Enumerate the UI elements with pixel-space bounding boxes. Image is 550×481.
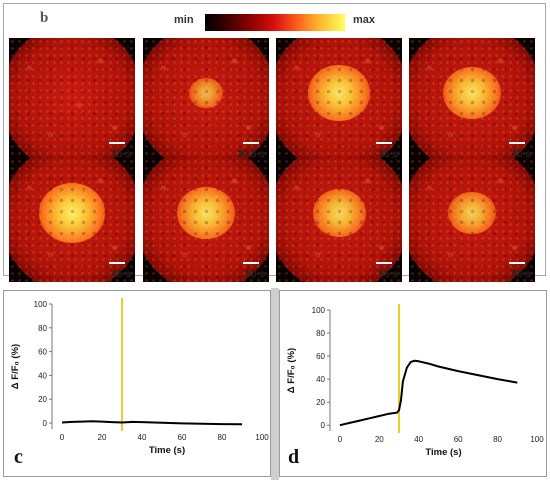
cell-texture [9,38,135,162]
y-tick-label: 60 [38,348,47,357]
x-tick-label: 0 [338,435,343,444]
x-axis-label: Time (s) [425,447,461,458]
frame-time-label: 90 s [511,269,531,280]
calcium-hotspot [189,77,223,109]
chart-panel-c: 0 20 40 60 80 100 0 20 40 60 80 100 Time (s) Δ F/F₀ (… [3,290,271,477]
frame-tile [143,158,269,282]
frame-time-label: 50 s [245,269,265,280]
y-tick-label: 40 [38,371,47,380]
x-tick-label: 20 [375,435,384,444]
image-panel-b: b min max 15 s 30.5 s 35 s 40 s 45 s 50 s 55 s… [3,3,546,282]
y-tick-label: 80 [38,324,47,333]
frame-time-label: 55 s [378,269,398,280]
cell-texture [143,38,269,162]
y-tick-label: 0 [43,419,48,428]
y-axis-label: Δ F/F₀ (%) [10,344,21,389]
x-axis-label: Time (s) [149,445,185,456]
series-line [61,420,243,426]
x-tick-label: 60 [178,433,187,442]
panel-letter-c: c [14,446,23,468]
scale-bar [243,262,259,264]
x-tick-label: 80 [218,433,227,442]
y-tick-label: 40 [316,375,325,384]
frame-time-label: 15 s [111,149,131,160]
calcium-hotspot [38,182,106,244]
calcium-hotspot [308,65,370,121]
panel-letter-b: b [40,10,49,26]
frame-tile [409,38,535,162]
panel-letter-d: d [288,446,300,468]
frame-tile [409,158,535,282]
frame-time-label: 45 s [111,269,131,280]
scale-bar [509,262,525,264]
y-tick-label: 20 [38,395,47,404]
calcium-hotspot [176,186,236,240]
colorbar-min-label: min [174,14,194,26]
y-tick-label: 100 [34,300,48,309]
x-tick-label: 100 [255,433,269,442]
x-tick-label: 40 [138,433,147,442]
cell-texture [409,158,535,282]
frame-tile [9,38,135,162]
x-tick-label: 60 [454,435,463,444]
fluorescence-field [9,38,135,162]
calcium-hotspot [442,66,502,120]
scale-bar [243,142,259,144]
y-tick-label: 60 [316,352,325,361]
cell-texture [276,38,402,162]
frame-tile [143,38,269,162]
scale-bar [109,142,125,144]
frame-tile [276,38,402,162]
cell-texture [409,38,535,162]
calcium-hotspot [448,191,496,235]
x-tick-label: 0 [60,433,65,442]
x-tick-label: 20 [98,433,107,442]
frame-tile [9,158,135,282]
y-tick-label: 0 [321,421,326,430]
x-tick-label: 100 [530,435,544,444]
calcium-hotspot [312,189,366,237]
chart-d: 0 20 40 60 80 100 0 20 40 60 80 100 Time (s) Δ F/F₀ (… [286,304,544,458]
chart-panel-d: 0 20 40 60 80 100 0 20 40 60 80 100 Time (s) Δ F/F₀ (… [279,290,547,477]
x-tick-label: 40 [414,435,423,444]
cell-texture [276,158,402,282]
series-line [339,359,518,427]
cell-texture [9,158,135,282]
panel-divider [271,288,279,480]
scale-bar [109,262,125,264]
y-tick-label: 20 [316,398,325,407]
frame-time-label: 40 s [511,149,531,160]
chart-c: 0 20 40 60 80 100 0 20 40 60 80 100 Time (s) Δ F/F₀ (… [10,298,269,456]
x-tick-label: 80 [493,435,502,444]
frame-time-label: 35 s [378,149,398,160]
frame-time-label: 30.5 s [237,149,265,160]
y-tick-label: 100 [312,306,326,315]
scale-bar [376,142,392,144]
y-tick-label: 80 [316,329,325,338]
colorbar-max-label: max [353,14,376,26]
scale-bar [376,262,392,264]
colorbar [205,14,345,31]
frame-tile [276,158,402,282]
y-axis-label: Δ F/F₀ (%) [286,348,297,393]
scale-bar [509,142,525,144]
cell-texture [143,158,269,282]
